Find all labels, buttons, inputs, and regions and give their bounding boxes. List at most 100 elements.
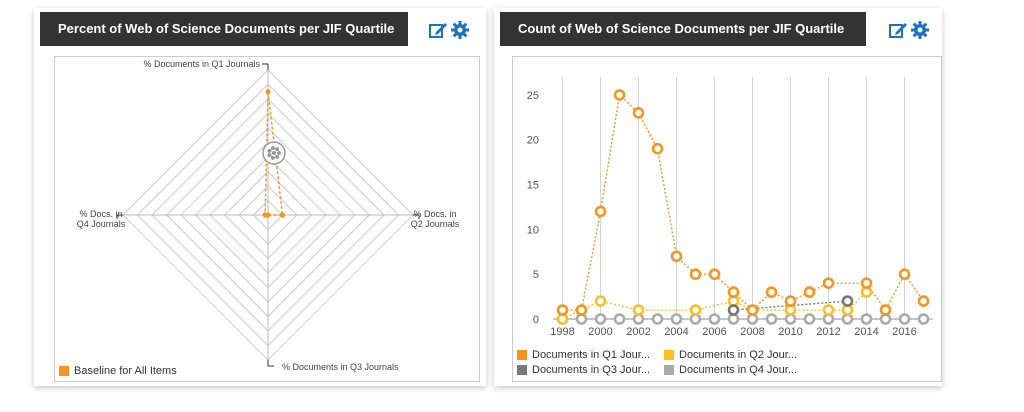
x-tick-label: 2004 — [664, 326, 688, 338]
series-point — [556, 313, 569, 325]
series-point — [860, 286, 873, 298]
series-point — [689, 268, 702, 280]
series-point — [708, 268, 721, 280]
series-point — [879, 304, 892, 316]
y-tick-label: 25 — [527, 90, 539, 102]
radar-axis-label-q4: Q4 Journals — [77, 219, 126, 229]
line-panel-title: Count of Web of Science Documents per JI… — [500, 12, 866, 46]
radar-panel: Percent of Web of Science Documents per … — [34, 8, 486, 386]
line-panel: Count of Web of Science Documents per JI… — [494, 8, 942, 386]
series-point — [860, 313, 873, 325]
series-point — [803, 313, 816, 325]
series-point — [689, 304, 702, 316]
x-tick-label: 2012 — [816, 326, 840, 338]
series-point — [898, 268, 911, 280]
y-tick-label: 0 — [533, 314, 539, 326]
series-point — [879, 313, 892, 325]
legend-label: Baseline for All Items — [74, 364, 177, 377]
series-point — [632, 313, 645, 325]
series-line — [562, 93, 925, 312]
y-tick-label: 5 — [533, 269, 539, 281]
loading-spinner-dot — [270, 155, 275, 160]
series-point — [784, 304, 797, 316]
series-point — [784, 313, 797, 325]
series-point — [898, 313, 911, 325]
series-point — [594, 313, 607, 325]
legend-label: Documents in Q2 Jour... — [679, 348, 797, 361]
legend-swatch — [517, 349, 527, 360]
legend-item[interactable]: Baseline for All Items — [59, 363, 177, 378]
series-point — [727, 295, 740, 307]
series-point — [651, 142, 664, 155]
radar-axis-tick — [116, 214, 123, 219]
legend-item[interactable]: Documents in Q3 Jour... — [517, 362, 650, 377]
radar-point — [265, 89, 271, 95]
legend-swatch — [664, 349, 674, 360]
loading-spinner-dot — [275, 147, 280, 152]
radar-axis-tick — [413, 214, 420, 219]
line-chart-frame: 1998 2000 2002 2004 2006 2008 2010 2012 2014 2016… — [512, 56, 942, 382]
line-legend: Documents in Q1 Jour... Documents in Q2 J… — [517, 347, 941, 377]
radar-series-line — [264, 91, 284, 216]
series-point — [727, 286, 740, 298]
legend-item[interactable]: Documents in Q2 Jour... — [664, 347, 797, 362]
series-point — [822, 304, 835, 316]
radar-panel-title: Percent of Web of Science Documents per … — [40, 12, 408, 46]
series-point — [822, 313, 835, 325]
series-point — [651, 313, 664, 325]
y-tick-label: 20 — [527, 135, 539, 147]
legend-label: Documents in Q3 Jour... — [532, 363, 650, 376]
x-tick-label: 2014 — [854, 326, 878, 338]
series-point — [803, 286, 816, 298]
series-point — [841, 304, 854, 316]
radar-axis-label-q2: % Docs. in — [413, 209, 456, 219]
x-tick-label: 2016 — [892, 326, 916, 338]
series-point — [746, 304, 759, 316]
series-point — [689, 313, 702, 325]
radar-axis-tick — [267, 360, 274, 367]
series-point — [575, 304, 588, 316]
legend-item[interactable]: Documents in Q1 Jour... — [517, 347, 650, 362]
series-point — [765, 286, 778, 298]
loading-spinner-dot — [270, 146, 275, 151]
gear-icon[interactable] — [910, 20, 930, 40]
series-point — [670, 250, 683, 263]
legend-swatch — [517, 364, 527, 375]
legend-swatch — [59, 365, 69, 376]
series-point — [765, 313, 778, 325]
edit-icon[interactable] — [888, 20, 908, 40]
legend-item[interactable]: Documents in Q4 Jour... — [664, 362, 797, 377]
series-point — [613, 313, 626, 325]
series-point — [594, 295, 607, 307]
series-point — [575, 313, 588, 325]
radar-axis-label-q4: % Docs. in — [79, 209, 122, 219]
series-point — [594, 205, 607, 218]
loading-spinner-dot — [267, 153, 272, 158]
series-point — [632, 107, 645, 119]
series-point — [917, 295, 930, 307]
line-panel-tools — [888, 20, 930, 40]
y-tick-label: 15 — [527, 180, 539, 192]
radar-point — [262, 212, 268, 218]
edit-icon[interactable] — [428, 20, 448, 40]
series-point — [613, 89, 626, 101]
x-tick-label: 2006 — [702, 326, 726, 338]
loading-spinner-dot — [275, 154, 280, 159]
x-tick-label: 2010 — [778, 326, 802, 338]
x-tick-label: 2000 — [588, 326, 612, 338]
series-point — [727, 304, 740, 316]
series-point — [784, 295, 797, 307]
x-tick-label: 2002 — [626, 326, 650, 338]
radar-legend: Baseline for All Items — [59, 363, 191, 378]
loading-spinner-dot — [267, 148, 272, 153]
loading-spinner-icon — [262, 141, 286, 165]
radar-axis-label-q1: % Documents in Q1 Journals — [143, 59, 260, 69]
gear-icon[interactable] — [450, 20, 470, 40]
series-point — [841, 313, 854, 325]
series-point — [556, 304, 569, 316]
legend-label: Documents in Q4 Jour... — [679, 363, 797, 376]
radar-axis-tick — [262, 63, 269, 70]
series-point — [746, 313, 759, 325]
legend-swatch — [664, 364, 674, 375]
